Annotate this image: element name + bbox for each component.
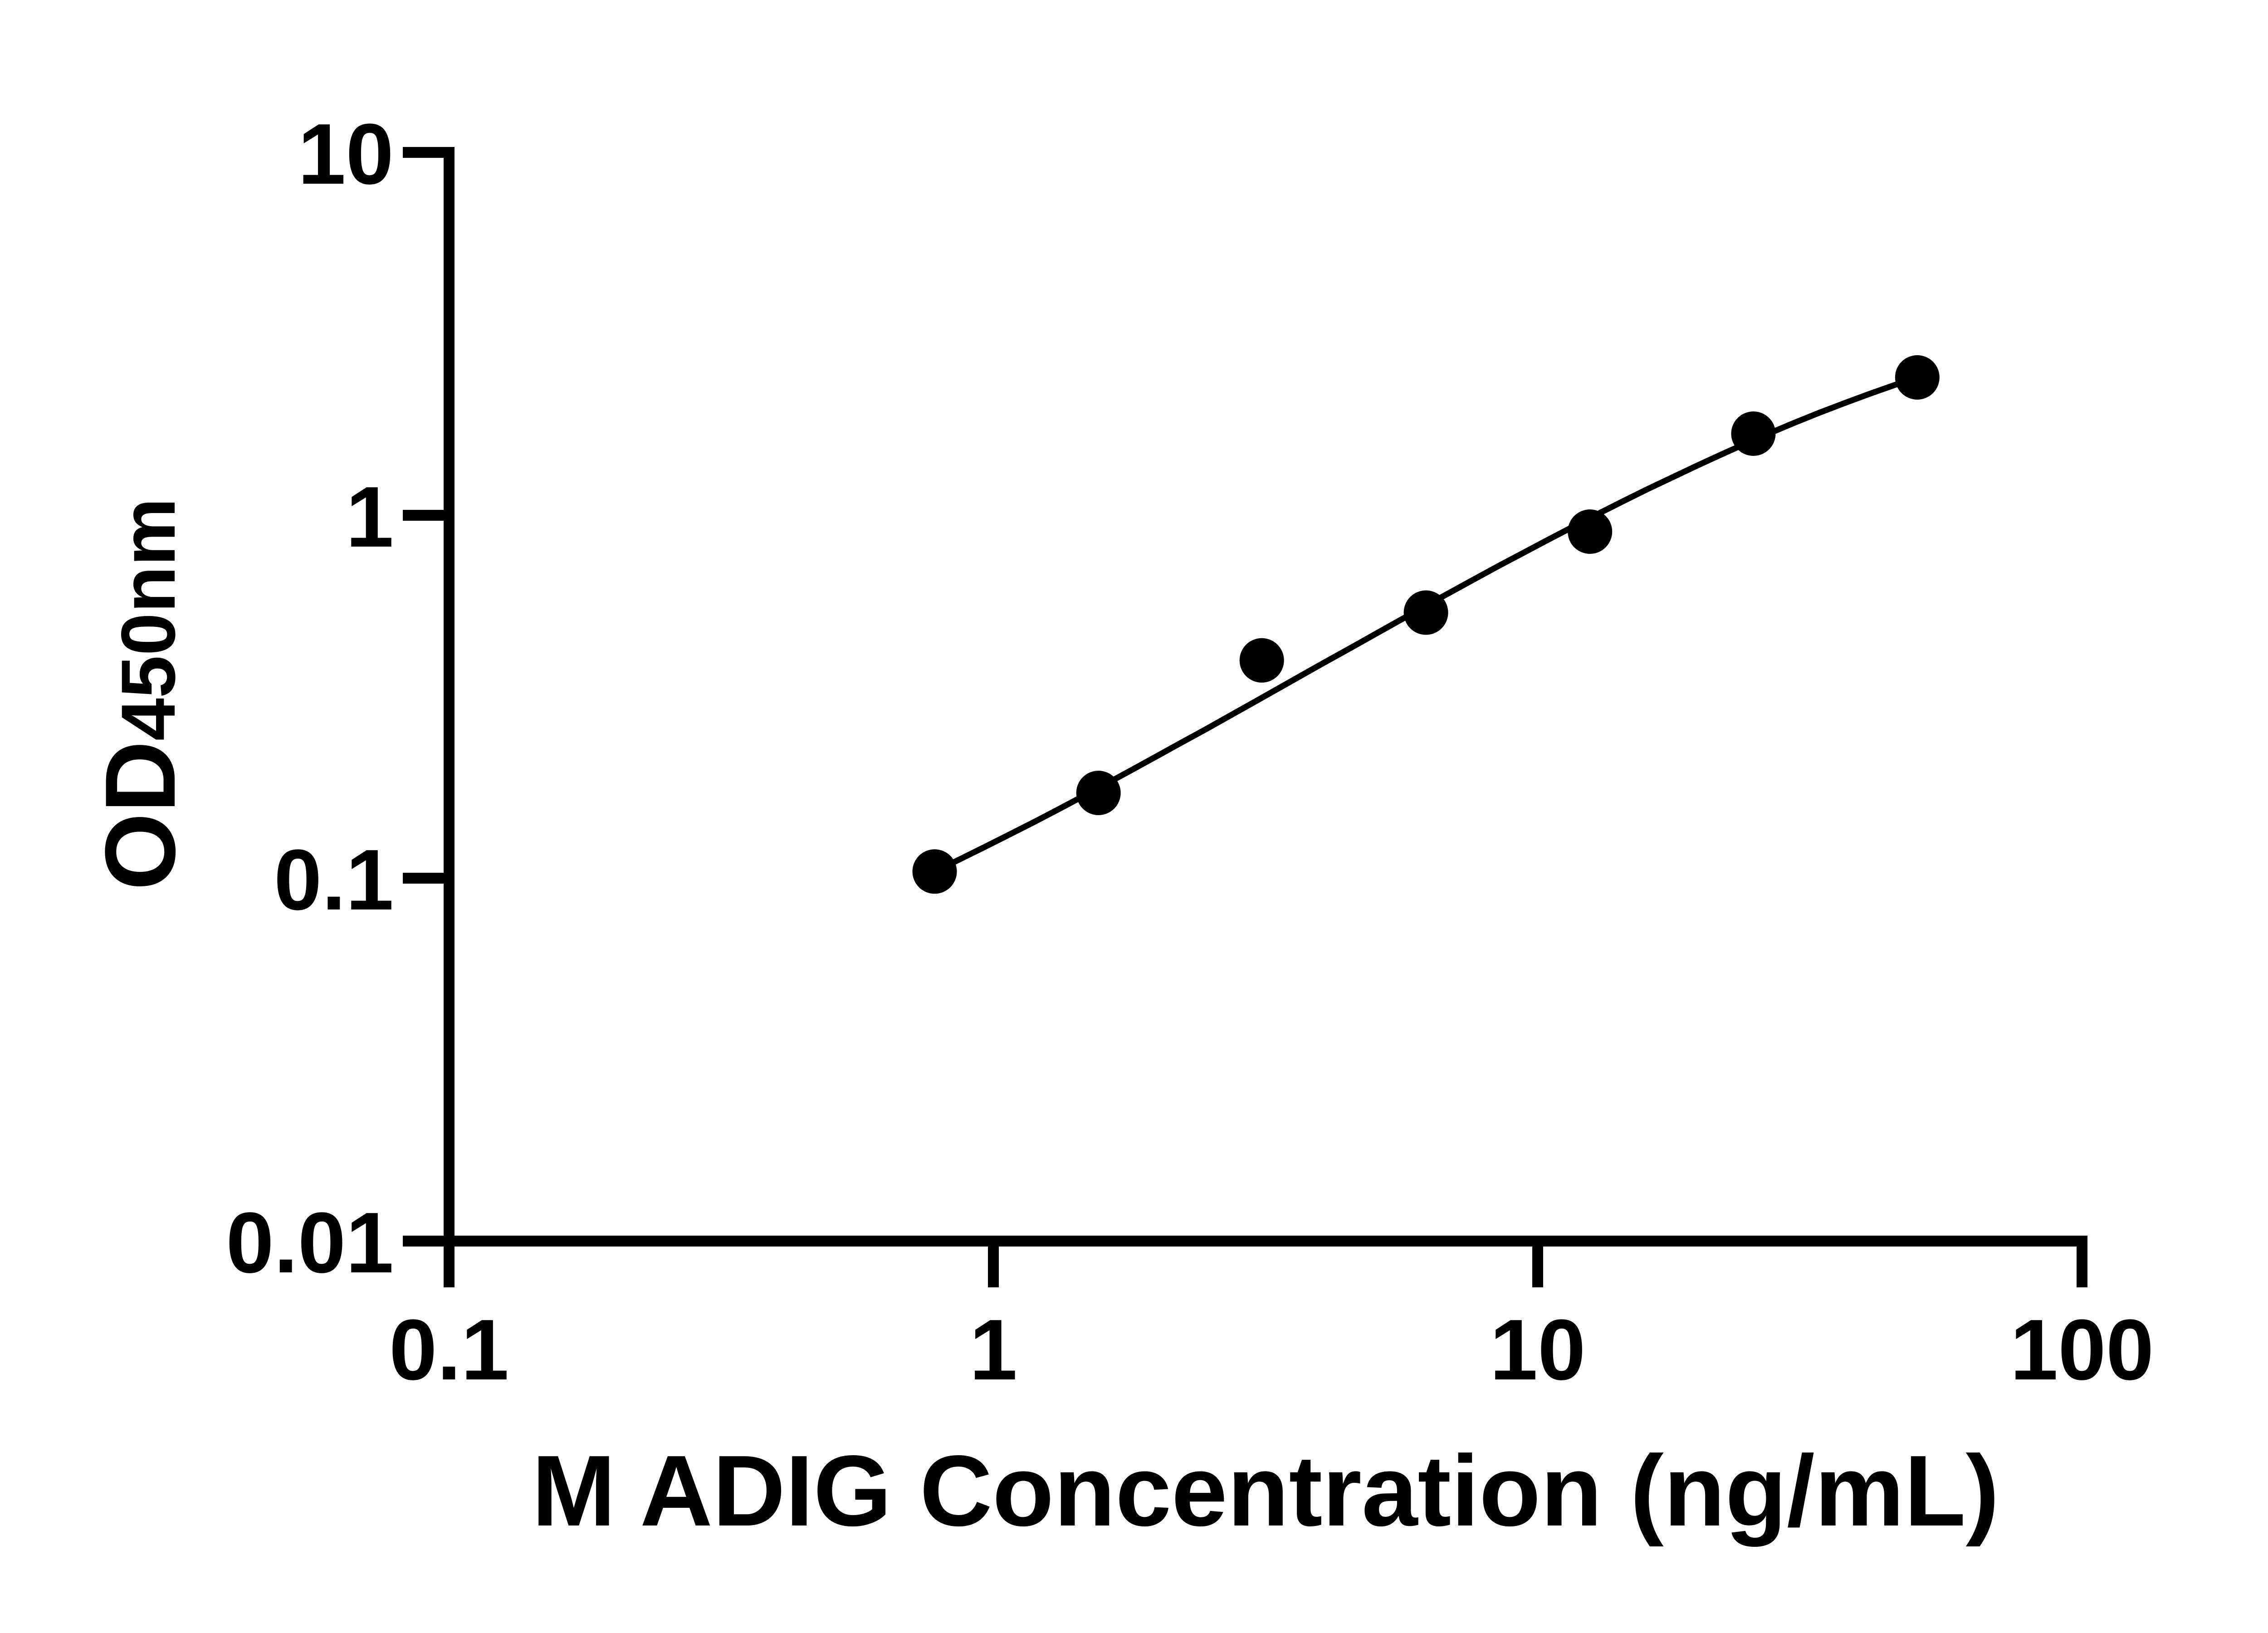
svg-text:100: 100 [2010, 1302, 2154, 1398]
svg-text:0.1: 0.1 [274, 832, 394, 928]
svg-text:10: 10 [1490, 1302, 1585, 1398]
svg-text:0.1: 0.1 [389, 1302, 509, 1398]
svg-text:10: 10 [298, 106, 394, 202]
svg-text:0.01: 0.01 [226, 1195, 394, 1291]
svg-text:OD450nm: OD450nm [84, 498, 196, 890]
svg-text:1: 1 [969, 1302, 1017, 1398]
svg-text:M ADIG Concentration (ng/mL): M ADIG Concentration (ng/mL) [532, 1435, 1999, 1547]
svg-text:1: 1 [346, 469, 394, 565]
